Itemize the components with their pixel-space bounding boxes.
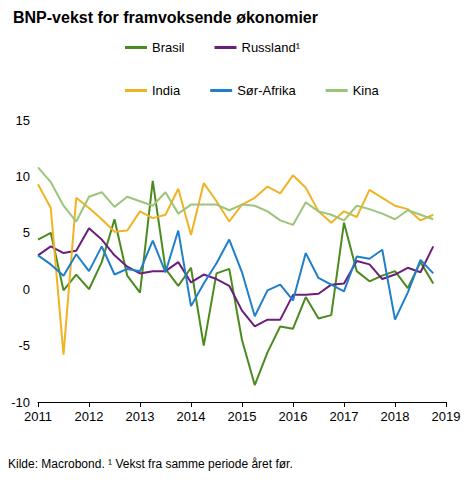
svg-text:-10: -10 [11,395,30,410]
svg-text:-5: -5 [18,338,30,353]
svg-text:2016: 2016 [279,409,308,424]
svg-text:Kilde: Macrobond. ¹ Vekst fra: Kilde: Macrobond. ¹ Vekst fra samme peri… [8,457,293,471]
svg-text:Kina: Kina [353,83,380,98]
svg-text:2014: 2014 [177,409,206,424]
svg-text:2019: 2019 [432,409,461,424]
svg-text:15: 15 [16,113,30,128]
svg-text:2011: 2011 [24,409,52,424]
svg-text:2015: 2015 [228,409,257,424]
svg-text:2012: 2012 [75,409,104,424]
svg-text:Sør-Afrika: Sør-Afrika [237,83,296,98]
svg-text:10: 10 [16,169,30,184]
svg-text:Brasil: Brasil [152,40,185,55]
svg-text:2013: 2013 [126,409,155,424]
svg-text:2018: 2018 [381,409,410,424]
svg-text:Russland¹: Russland¹ [242,40,301,55]
svg-text:India: India [152,83,181,98]
svg-text:2017: 2017 [330,409,359,424]
svg-text:5: 5 [23,225,30,240]
svg-text:0: 0 [23,282,30,297]
svg-text:BNP-vekst for framvoksende øko: BNP-vekst for framvoksende økonomier [13,9,318,26]
